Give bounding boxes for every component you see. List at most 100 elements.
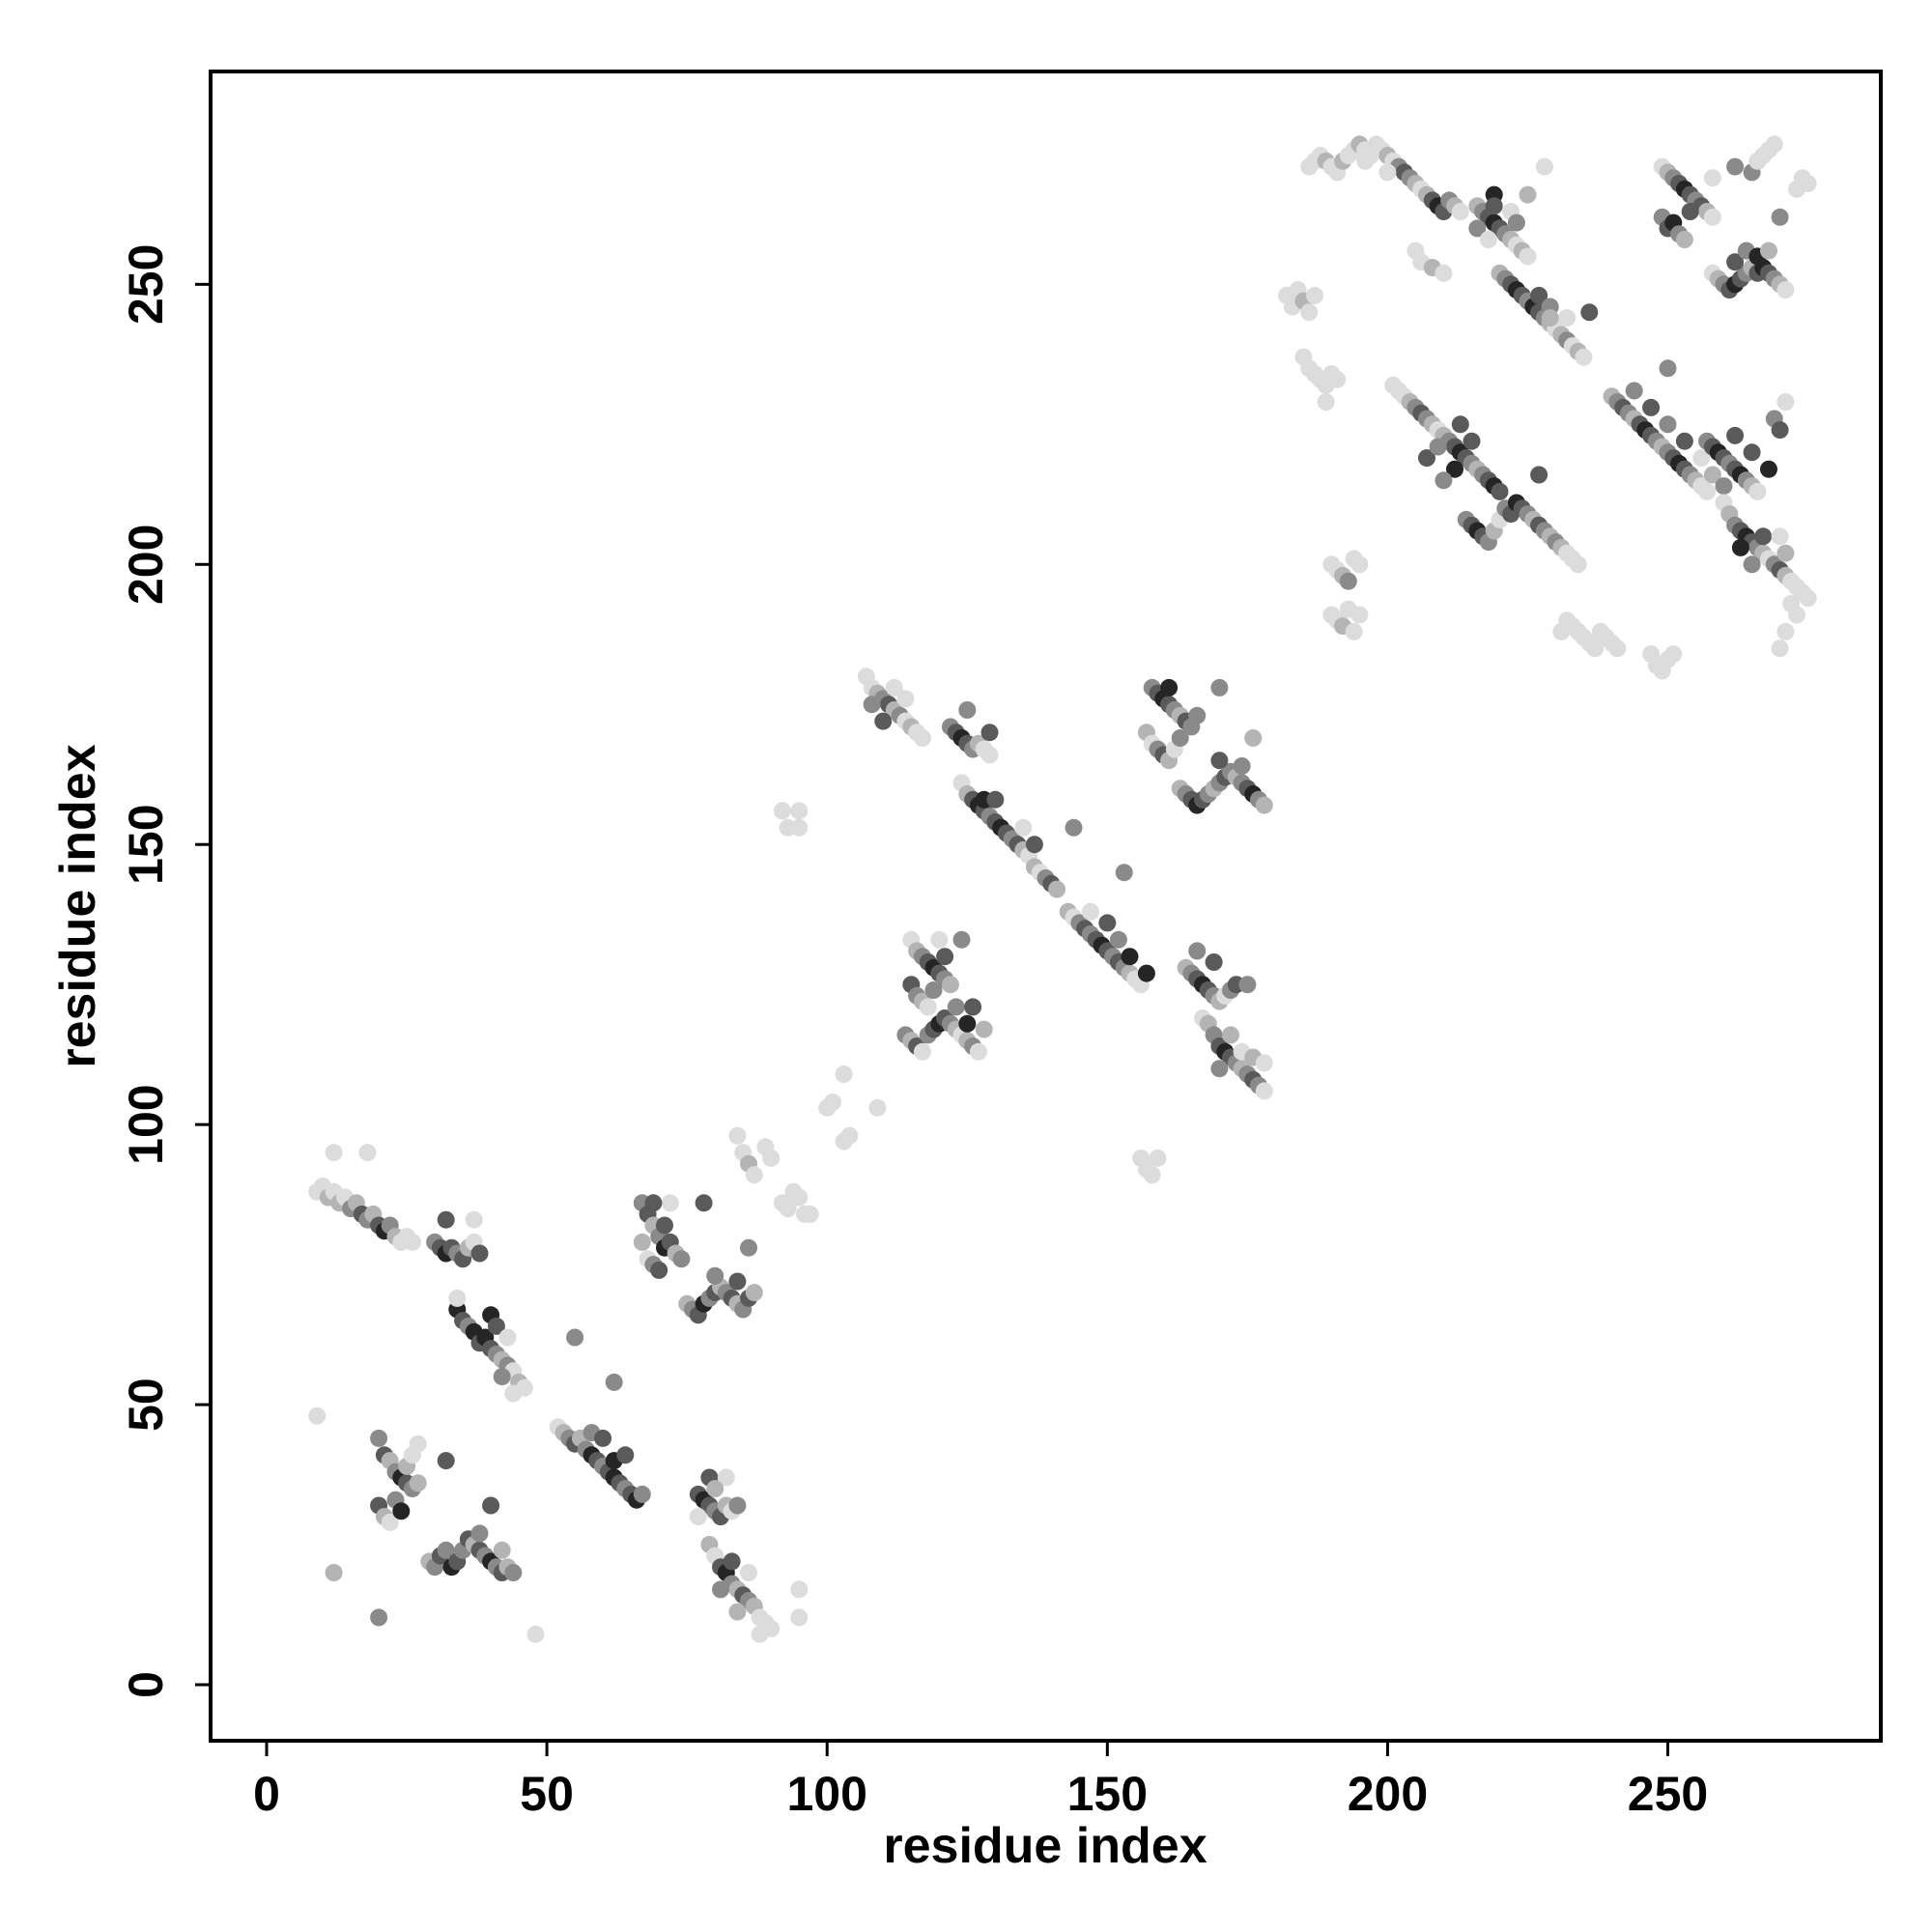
- contact-point: [409, 1435, 427, 1453]
- contact-point: [1776, 544, 1795, 562]
- contact-point: [358, 1144, 377, 1162]
- contact-point: [790, 1608, 809, 1627]
- contact-point: [1485, 197, 1503, 215]
- contact-point: [964, 998, 982, 1016]
- contact-point: [919, 998, 937, 1016]
- y-tick-label: 0: [119, 1671, 173, 1698]
- contact-point: [1115, 864, 1133, 882]
- contact-point: [958, 701, 977, 719]
- contact-point: [1306, 286, 1323, 304]
- contact-point: [941, 976, 959, 994]
- contact-point: [392, 1502, 411, 1520]
- contact-point: [1703, 466, 1721, 484]
- x-tick-label: 50: [520, 1767, 574, 1821]
- contact-point: [1491, 482, 1509, 500]
- contact-point: [936, 948, 954, 966]
- contact-point: [1339, 572, 1357, 590]
- contact-point: [370, 1429, 388, 1447]
- contact-point: [370, 1608, 388, 1627]
- x-tick-label: 250: [1628, 1767, 1708, 1821]
- contact-point: [616, 1446, 635, 1464]
- x-axis: 0 50 100 150 200 250: [253, 1741, 1708, 1821]
- contact-point: [1760, 242, 1777, 260]
- contact-point: [986, 790, 1005, 809]
- contact-point: [1435, 471, 1453, 490]
- contact-point: [1771, 527, 1789, 546]
- contact-point: [1541, 309, 1559, 327]
- contact-point: [1255, 796, 1273, 814]
- contact-point: [790, 802, 809, 820]
- contact-point: [1507, 213, 1525, 232]
- contact-point: [728, 1496, 747, 1515]
- contact-point: [1210, 1060, 1229, 1078]
- contact-point: [1776, 281, 1795, 299]
- x-tick-label: 100: [787, 1767, 867, 1821]
- contact-point: [504, 1564, 523, 1581]
- contact-point: [930, 930, 949, 949]
- contact-point: [913, 729, 931, 747]
- contact-point: [308, 1406, 327, 1425]
- contact-point: [1255, 1082, 1273, 1100]
- contact-point: [661, 1194, 679, 1212]
- contact-point: [958, 1014, 977, 1033]
- contact-point: [1025, 836, 1043, 854]
- contact-point: [448, 1289, 467, 1307]
- y-tick-label: 150: [119, 804, 173, 884]
- contact-point: [723, 1552, 741, 1571]
- contact-point: [751, 1625, 769, 1643]
- contact-point: [1664, 645, 1683, 664]
- contact-point: [762, 1149, 781, 1167]
- contact-point: [1675, 231, 1693, 248]
- contact-point: [695, 1194, 713, 1212]
- contact-point: [745, 1284, 763, 1302]
- contact-point: [1530, 466, 1548, 484]
- contact-point: [1681, 203, 1699, 220]
- contact-point: [403, 1233, 421, 1251]
- contact-point: [1608, 639, 1627, 658]
- contact-point: [1726, 157, 1745, 176]
- contact-point: [1799, 175, 1817, 192]
- x-tick-label: 200: [1348, 1767, 1428, 1821]
- contact-point: [1703, 208, 1721, 226]
- contact-point: [706, 1480, 724, 1498]
- plot-frame: [209, 70, 1883, 1743]
- contact-point: [924, 981, 943, 999]
- contact-point: [526, 1625, 545, 1643]
- contact-point: [1378, 163, 1397, 182]
- contact-point: [1776, 393, 1795, 412]
- contact-point: [644, 1194, 663, 1212]
- contact-point: [409, 1474, 427, 1492]
- contact-point: [1642, 398, 1661, 416]
- contact-point: [1014, 818, 1033, 837]
- contact-point: [1435, 264, 1453, 282]
- contact-point: [1188, 706, 1207, 724]
- contact-point: [1188, 942, 1207, 960]
- contact-point: [1765, 135, 1783, 154]
- contact-point: [1692, 449, 1711, 468]
- x-tick-label: 150: [1067, 1767, 1148, 1821]
- contact-point: [1799, 589, 1817, 608]
- contact-point: [947, 998, 965, 1016]
- contact-point: [1418, 449, 1435, 468]
- contact-point: [835, 1065, 853, 1083]
- contact-point: [1535, 157, 1553, 176]
- contact-point: [1771, 639, 1789, 658]
- contact-point: [1569, 555, 1587, 574]
- contact-point: [1350, 606, 1369, 624]
- contact-point: [1715, 477, 1733, 496]
- contact-point: [1580, 303, 1599, 322]
- contact-point: [1479, 231, 1497, 248]
- contact-point: [1356, 152, 1375, 170]
- contact-point: [493, 1368, 511, 1386]
- points-layer: [308, 135, 1817, 1643]
- contact-point: [728, 1126, 747, 1145]
- contact-point: [1743, 443, 1761, 462]
- y-tick-label: 50: [119, 1378, 173, 1432]
- contact-point: [745, 1166, 763, 1184]
- contact-point: [1132, 1149, 1151, 1167]
- contact-point: [1238, 976, 1257, 994]
- contact-point: [1205, 953, 1223, 971]
- contact-point: [1703, 169, 1721, 187]
- contact-point: [672, 1250, 691, 1268]
